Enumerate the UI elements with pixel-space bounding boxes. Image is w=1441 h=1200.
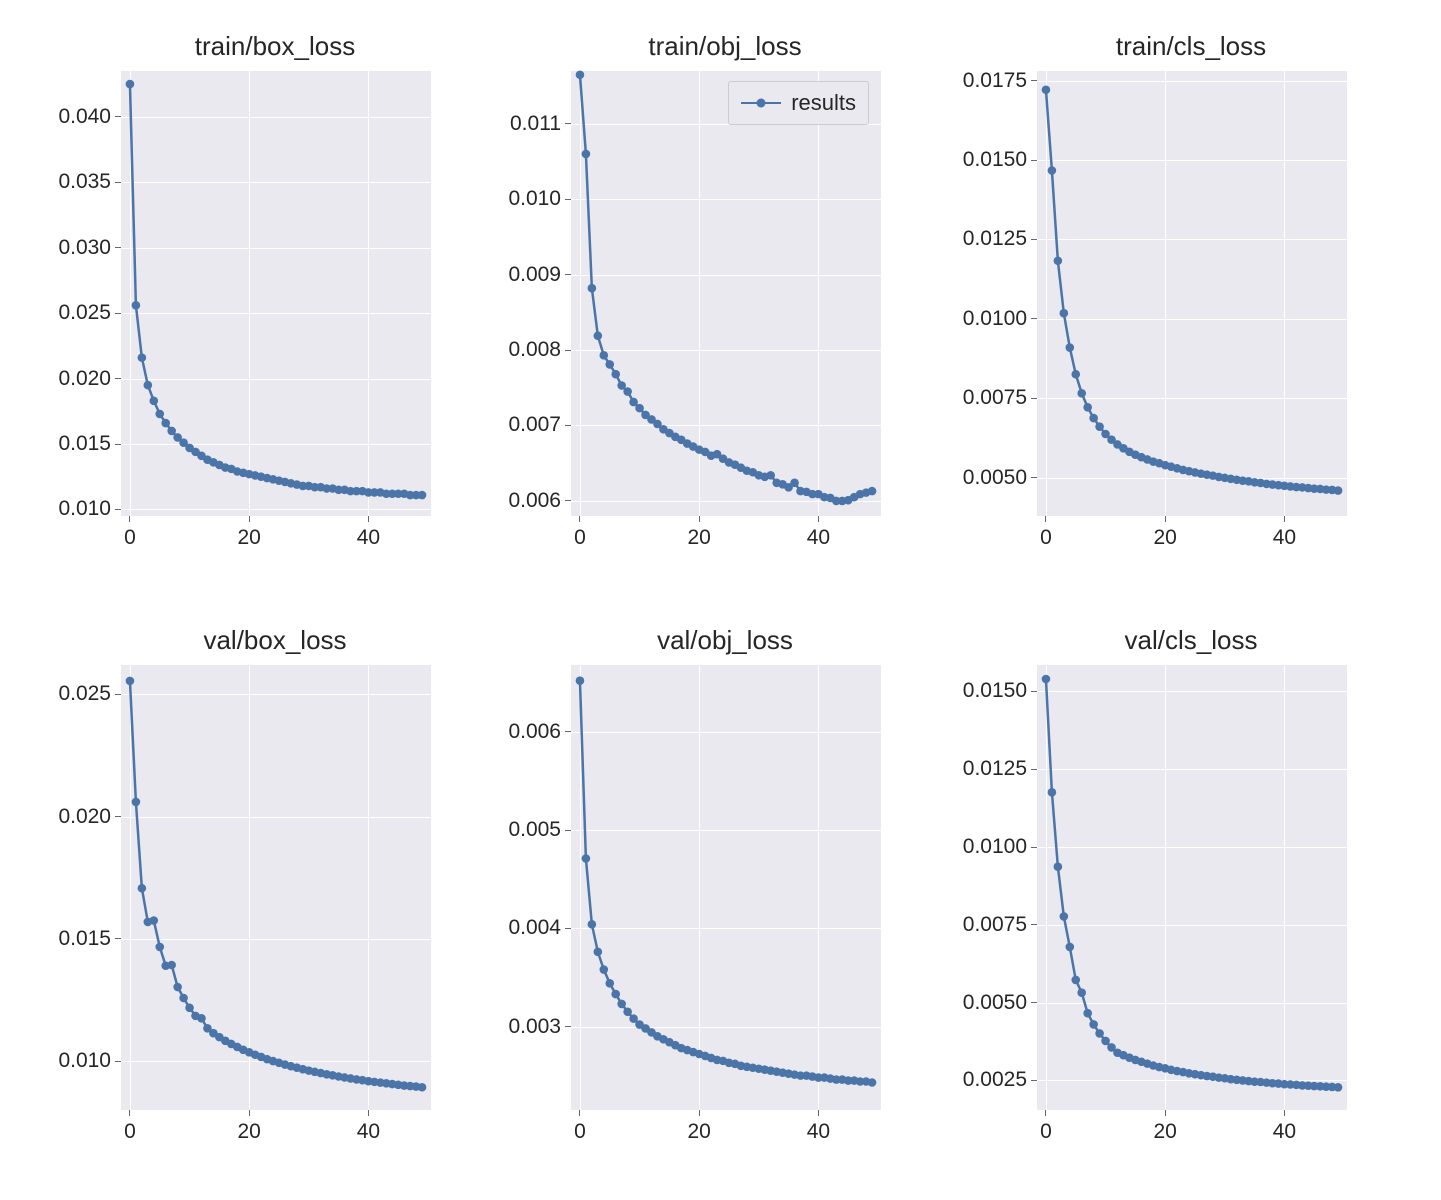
y-tick-label: 0.025 (58, 301, 111, 325)
legend-label: results (791, 90, 856, 116)
x-tick-label: 0 (1040, 1120, 1052, 1144)
y-tick-label: 0.0100 (963, 835, 1027, 859)
x-tick-label: 20 (237, 526, 260, 550)
subplot-4: val/obj_loss020400.0030.0040.0050.006 (570, 664, 880, 1109)
x-tick-label: 40 (357, 526, 380, 550)
x-tick-label: 0 (574, 1120, 586, 1144)
tick-mark (249, 1110, 250, 1116)
y-tick-label: 0.020 (58, 805, 111, 829)
tick-mark (1165, 516, 1166, 522)
x-tick-label: 40 (807, 526, 830, 550)
tick-mark (818, 1110, 819, 1116)
y-tick-label: 0.0075 (963, 386, 1027, 410)
tick-mark (699, 1110, 700, 1116)
x-tick-label: 20 (687, 526, 710, 550)
plot-area: 020400.0030.0040.0050.006 (570, 664, 882, 1111)
y-tick-label: 0.004 (508, 916, 561, 940)
series-line (1037, 71, 1347, 516)
tick-mark (249, 516, 250, 522)
y-tick-label: 0.040 (58, 105, 111, 129)
y-tick-label: 0.015 (58, 927, 111, 951)
y-tick-label: 0.0175 (963, 69, 1027, 93)
tick-mark (129, 516, 130, 522)
y-tick-label: 0.003 (508, 1015, 561, 1039)
tick-mark (579, 1110, 580, 1116)
plot-area: 020400.00500.00750.01000.01250.01500.017… (1036, 70, 1348, 517)
x-tick-label: 0 (124, 526, 136, 550)
x-tick-label: 0 (574, 526, 586, 550)
legend-marker-icon (757, 99, 766, 108)
chart-title: val/obj_loss (570, 625, 880, 656)
series-line (1037, 665, 1347, 1110)
tick-mark (1045, 1110, 1046, 1116)
tick-mark (1284, 516, 1285, 522)
tick-mark (1284, 1110, 1285, 1116)
y-tick-label: 0.035 (58, 170, 111, 194)
x-tick-label: 0 (124, 1120, 136, 1144)
tick-mark (1045, 516, 1046, 522)
chart-title: val/box_loss (120, 625, 430, 656)
y-tick-label: 0.0075 (963, 913, 1027, 937)
y-tick-label: 0.0125 (963, 757, 1027, 781)
tick-mark (818, 516, 819, 522)
y-tick-label: 0.007 (508, 413, 561, 437)
y-tick-label: 0.015 (58, 432, 111, 456)
x-tick-label: 0 (1040, 526, 1052, 550)
y-tick-label: 0.020 (58, 367, 111, 391)
series-line (571, 665, 881, 1110)
y-tick-label: 0.010 (58, 1049, 111, 1073)
tick-mark (699, 516, 700, 522)
y-tick-label: 0.0100 (963, 307, 1027, 331)
y-tick-label: 0.030 (58, 236, 111, 260)
plot-area: 020400.0100.0150.0200.0250.0300.0350.040 (120, 70, 432, 517)
series-line (571, 71, 881, 516)
x-tick-label: 40 (1273, 526, 1296, 550)
subplot-5: val/cls_loss020400.00250.00500.00750.010… (1036, 664, 1346, 1109)
x-tick-label: 20 (1153, 526, 1176, 550)
x-tick-label: 40 (357, 1120, 380, 1144)
y-tick-label: 0.0025 (963, 1068, 1027, 1092)
y-tick-label: 0.0150 (963, 148, 1027, 172)
chart-title: val/cls_loss (1036, 625, 1346, 656)
y-tick-label: 0.008 (508, 338, 561, 362)
chart-title: train/obj_loss (570, 31, 880, 62)
y-tick-label: 0.0150 (963, 679, 1027, 703)
subplot-2: train/cls_loss020400.00500.00750.01000.0… (1036, 70, 1346, 515)
legend-line-icon (741, 102, 781, 105)
tick-mark (579, 516, 580, 522)
y-tick-label: 0.009 (508, 263, 561, 287)
legend: results (728, 81, 869, 125)
tick-mark (368, 516, 369, 522)
x-tick-label: 40 (1273, 1120, 1296, 1144)
chart-title: train/cls_loss (1036, 31, 1346, 62)
chart-title: train/box_loss (120, 31, 430, 62)
y-tick-label: 0.010 (508, 187, 561, 211)
subplot-1: train/obj_loss020400.0060.0070.0080.0090… (570, 70, 880, 515)
plot-area: 020400.00250.00500.00750.01000.01250.015… (1036, 664, 1348, 1111)
tick-mark (129, 1110, 130, 1116)
y-tick-label: 0.0050 (963, 466, 1027, 490)
y-tick-label: 0.0050 (963, 991, 1027, 1015)
plot-area: 020400.0100.0150.0200.025 (120, 664, 432, 1111)
plot-area: 020400.0060.0070.0080.0090.0100.011resul… (570, 70, 882, 517)
x-tick-label: 20 (1153, 1120, 1176, 1144)
tick-mark (368, 1110, 369, 1116)
subplot-0: train/box_loss020400.0100.0150.0200.0250… (120, 70, 430, 515)
x-tick-label: 40 (807, 1120, 830, 1144)
y-tick-label: 0.011 (510, 112, 561, 136)
y-tick-label: 0.010 (58, 497, 111, 521)
y-tick-label: 0.0125 (963, 227, 1027, 251)
series-line (121, 665, 431, 1110)
y-tick-label: 0.005 (508, 818, 561, 842)
tick-mark (1165, 1110, 1166, 1116)
series-line (121, 71, 431, 516)
y-tick-label: 0.006 (508, 720, 561, 744)
x-tick-label: 20 (237, 1120, 260, 1144)
figure: train/box_loss020400.0100.0150.0200.0250… (0, 0, 1441, 1200)
x-tick-label: 20 (687, 1120, 710, 1144)
y-tick-label: 0.006 (508, 489, 561, 513)
y-tick-label: 0.025 (58, 682, 111, 706)
subplot-3: val/box_loss020400.0100.0150.0200.025 (120, 664, 430, 1109)
